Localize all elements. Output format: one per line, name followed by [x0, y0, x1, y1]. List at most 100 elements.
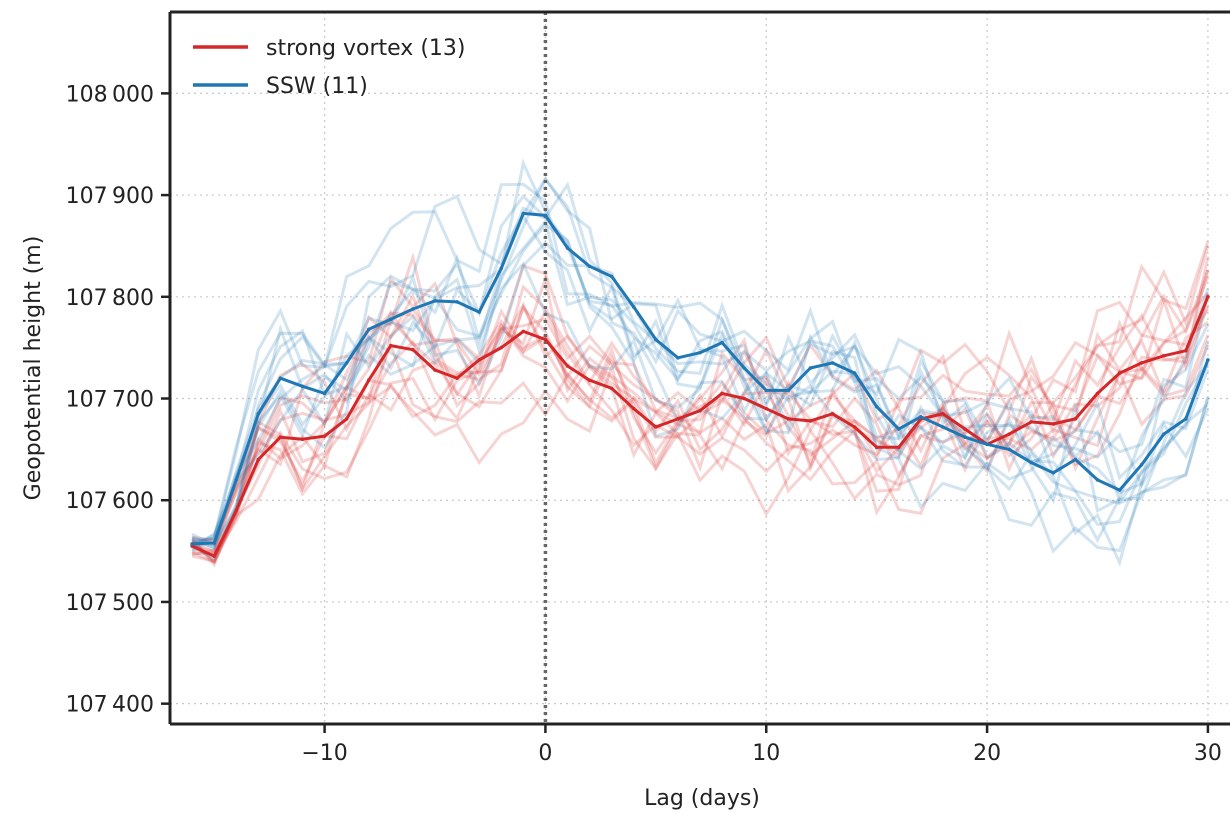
- point-ssw-1: [212, 541, 216, 545]
- point-ssw-14: [499, 266, 504, 271]
- point-ssw-28: [808, 366, 813, 370]
- point-ssw-42: [1117, 488, 1122, 492]
- point-ssw-41: [1095, 478, 1100, 482]
- x-tick-label-3: 20: [973, 741, 1001, 766]
- x-tick-label-4: 30: [1194, 741, 1222, 766]
- point-strong_vortex-44: [1161, 353, 1166, 358]
- point-strong_vortex-42: [1117, 371, 1122, 375]
- point-strong_vortex-18: [587, 378, 592, 383]
- point-ssw-15: [521, 211, 526, 216]
- point-ssw-19: [609, 274, 614, 279]
- y-tick-label-1: 107 500: [66, 591, 154, 616]
- point-ssw-26: [764, 388, 769, 393]
- y-tick-label-4: 107 800: [66, 286, 154, 311]
- point-ssw-46: [1206, 358, 1210, 362]
- point-strong_vortex-37: [1007, 432, 1011, 436]
- point-strong_vortex-38: [1029, 420, 1034, 424]
- point-ssw-7: [344, 361, 349, 365]
- legend-entry-strong-vortex: strong vortex (13): [266, 36, 465, 61]
- point-ssw-23: [698, 350, 702, 355]
- member-line-strong_vortex-7: [191, 252, 1210, 565]
- point-ssw-33: [919, 415, 923, 419]
- point-strong_vortex-23: [698, 408, 702, 413]
- point-ssw-40: [1073, 457, 1078, 462]
- member-line-strong_vortex-0: [192, 269, 1210, 555]
- member-line-strong_vortex-9: [191, 263, 1210, 543]
- member-line-ssw-3: [191, 181, 1210, 562]
- point-strong_vortex-4: [278, 435, 283, 439]
- member-line-strong_vortex-11: [191, 240, 1210, 555]
- grid: [170, 12, 1230, 724]
- point-strong_vortex-40: [1073, 417, 1078, 421]
- x-tick-label-1: 0: [538, 741, 552, 766]
- point-strong_vortex-20: [631, 406, 636, 411]
- point-strong_vortex-17: [565, 364, 570, 368]
- point-strong_vortex-43: [1139, 361, 1144, 365]
- point-ssw-45: [1184, 417, 1188, 421]
- point-ssw-8: [366, 327, 371, 332]
- point-strong_vortex-41: [1095, 391, 1100, 396]
- point-strong_vortex-28: [808, 419, 813, 423]
- axes: [168, 10, 1230, 726]
- point-ssw-11: [433, 299, 437, 303]
- point-strong_vortex-35: [963, 427, 967, 431]
- point-strong_vortex-13: [477, 358, 481, 362]
- point-ssw-35: [963, 435, 967, 439]
- point-strong_vortex-25: [742, 396, 746, 401]
- point-strong_vortex-14: [499, 345, 504, 350]
- y-tick-label-2: 107 600: [66, 489, 154, 514]
- member-line-strong_vortex-10: [191, 292, 1210, 565]
- point-strong_vortex-2: [234, 508, 239, 513]
- point-strong_vortex-29: [830, 411, 835, 416]
- point-ssw-2: [234, 478, 239, 482]
- point-strong_vortex-3: [256, 457, 261, 462]
- member-line-strong_vortex-4: [191, 304, 1209, 564]
- point-ssw-22: [676, 356, 680, 360]
- point-ssw-30: [852, 371, 857, 375]
- point-strong_vortex-11: [433, 368, 437, 372]
- point-ssw-21: [654, 337, 658, 342]
- member-line-ssw-8: [192, 182, 1210, 541]
- point-strong_vortex-10: [411, 347, 415, 352]
- member-line-strong_vortex-8: [191, 284, 1210, 557]
- point-strong_vortex-15: [521, 329, 526, 334]
- member-line-ssw-4: [191, 176, 1209, 551]
- point-ssw-5: [300, 384, 305, 389]
- point-ssw-43: [1139, 462, 1144, 467]
- member-line-ssw-6: [191, 222, 1210, 548]
- point-ssw-27: [786, 388, 791, 393]
- point-ssw-20: [631, 305, 636, 309]
- point-ssw-44: [1161, 432, 1166, 436]
- member-line-ssw-2: [191, 261, 1210, 546]
- y-axis-ticks: 107 400 107 500 107 600 107 700 107 800 107 9…: [66, 82, 170, 718]
- point-strong_vortex-31: [874, 445, 879, 450]
- point-ssw-12: [455, 300, 459, 304]
- point-ssw-31: [874, 404, 879, 409]
- point-strong_vortex-24: [720, 391, 724, 396]
- y-tick-label-3: 107 700: [66, 388, 154, 413]
- point-ssw-36: [985, 442, 989, 447]
- point-ssw-24: [720, 340, 724, 345]
- point-strong_vortex-34: [941, 411, 945, 416]
- point-strong_vortex-39: [1051, 422, 1056, 426]
- member-line-ssw-7: [191, 194, 1210, 554]
- legend: strong vortex (13) SSW (11): [193, 36, 465, 99]
- point-ssw-13: [477, 310, 481, 314]
- point-strong_vortex-22: [676, 417, 680, 421]
- point-ssw-18: [587, 264, 592, 269]
- point-strong_vortex-27: [786, 417, 791, 421]
- y-tick-label-0: 107 400: [66, 693, 154, 718]
- member-line-strong_vortex-12: [191, 256, 1210, 558]
- x-tick-label-2: 10: [752, 741, 780, 766]
- point-strong_vortex-8: [366, 378, 371, 383]
- point-strong_vortex-19: [609, 386, 614, 391]
- point-ssw-39: [1051, 470, 1056, 475]
- member-line-strong_vortex-3: [191, 275, 1210, 543]
- member-line-strong_vortex-1: [191, 319, 1210, 563]
- point-strong_vortex-9: [389, 343, 393, 348]
- point-strong_vortex-7: [344, 417, 349, 421]
- point-ssw-38: [1029, 460, 1034, 465]
- point-strong_vortex-12: [455, 376, 459, 380]
